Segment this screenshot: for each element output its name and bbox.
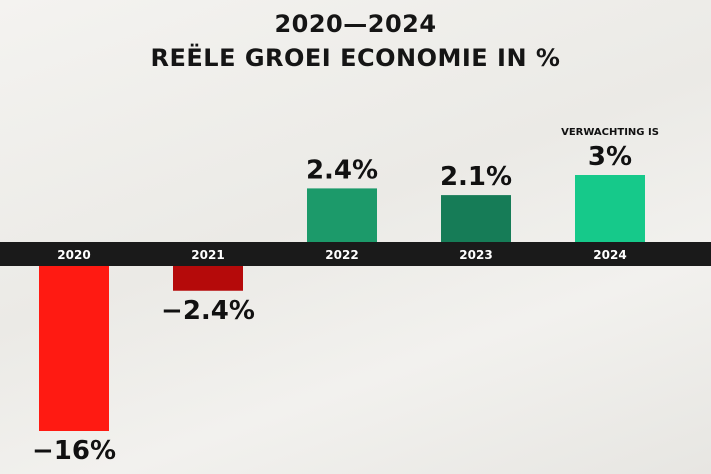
value-label-2024: 3% <box>588 142 632 172</box>
tick-label-2023: 2023 <box>459 248 492 262</box>
value-label-2020: −16% <box>32 436 116 466</box>
chart-subtitle: REËLE GROEI ECONOMIE IN % <box>150 44 561 72</box>
tick-label-2022: 2022 <box>325 248 358 262</box>
bar-2021 <box>173 266 243 291</box>
bar-2024 <box>575 175 645 242</box>
annotation-2024: VERWACHTING IS <box>561 127 659 138</box>
value-label-2023: 2.1% <box>440 162 512 192</box>
tick-label-2024: 2024 <box>593 248 626 262</box>
bar-2022 <box>307 188 377 242</box>
value-label-2021: −2.4% <box>161 296 255 326</box>
bar-2023 <box>441 195 511 242</box>
chart-title: 2020—2024 <box>274 10 437 38</box>
tick-label-2021: 2021 <box>191 248 224 262</box>
axis-band <box>0 242 711 266</box>
bar-2020 <box>39 266 109 431</box>
tick-label-2020: 2020 <box>57 248 90 262</box>
value-label-2022: 2.4% <box>306 155 378 185</box>
